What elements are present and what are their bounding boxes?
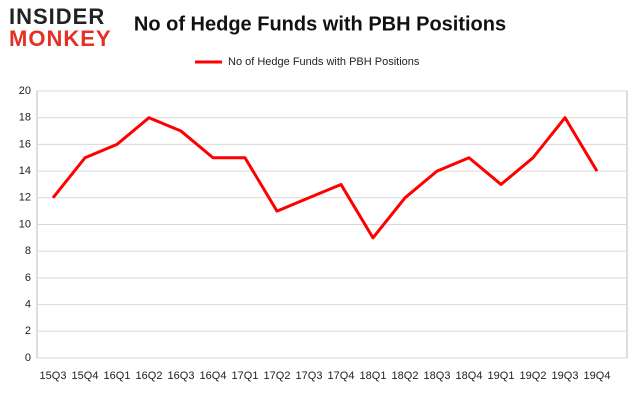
x-tick-label: 17Q4 bbox=[328, 370, 355, 382]
x-tick-label: 17Q1 bbox=[232, 370, 259, 382]
x-tick-label: 19Q2 bbox=[520, 370, 547, 382]
x-tick-label: 18Q2 bbox=[392, 370, 419, 382]
y-tick-label: 2 bbox=[25, 325, 31, 337]
x-tick-label: 15Q4 bbox=[72, 370, 99, 382]
x-tick-label: 16Q2 bbox=[136, 370, 163, 382]
x-tick-label: 15Q3 bbox=[40, 370, 67, 382]
x-tick-label: 16Q1 bbox=[104, 370, 131, 382]
y-tick-label: 18 bbox=[19, 112, 31, 124]
x-tick-label: 19Q4 bbox=[584, 370, 611, 382]
x-tick-label: 18Q4 bbox=[456, 370, 483, 382]
x-tick-label: 18Q1 bbox=[360, 370, 387, 382]
logo-line2: MONKEY bbox=[9, 26, 112, 51]
y-tick-label: 12 bbox=[19, 192, 31, 204]
x-tick-label: 19Q3 bbox=[552, 370, 579, 382]
x-tick-label: 17Q3 bbox=[296, 370, 323, 382]
y-tick-label: 4 bbox=[25, 299, 31, 311]
chart-title: No of Hedge Funds with PBH Positions bbox=[134, 13, 506, 35]
x-tick-label: 17Q2 bbox=[264, 370, 291, 382]
legend-label: No of Hedge Funds with PBH Positions bbox=[228, 56, 420, 68]
y-tick-label: 0 bbox=[25, 352, 31, 364]
y-tick-label: 14 bbox=[19, 165, 31, 177]
x-tick-label: 16Q4 bbox=[200, 370, 227, 382]
x-tick-label: 16Q3 bbox=[168, 370, 195, 382]
x-tick-label: 19Q1 bbox=[488, 370, 515, 382]
y-tick-label: 10 bbox=[19, 218, 31, 230]
x-tick-label: 18Q3 bbox=[424, 370, 451, 382]
logo-line1: INSIDER bbox=[9, 4, 105, 29]
y-tick-label: 8 bbox=[25, 245, 31, 257]
line-series bbox=[51, 116, 599, 240]
y-tick-label: 16 bbox=[19, 138, 31, 150]
y-tick-label: 6 bbox=[25, 272, 31, 284]
y-tick-label: 20 bbox=[19, 85, 31, 97]
